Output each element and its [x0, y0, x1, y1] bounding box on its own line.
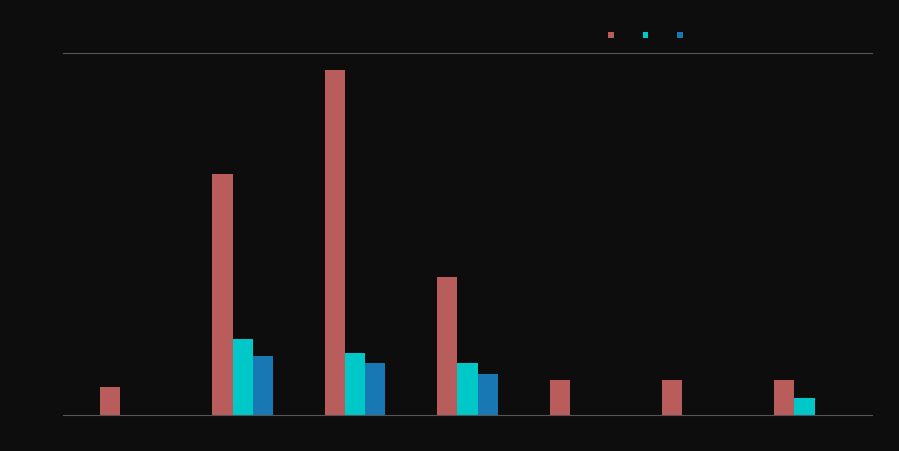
Bar [795, 398, 814, 415]
Bar [233, 339, 253, 415]
Bar [100, 387, 120, 415]
Bar [477, 374, 498, 415]
Bar [325, 71, 345, 415]
Bar [662, 381, 682, 415]
Bar [458, 364, 477, 415]
Bar [774, 381, 795, 415]
Bar [365, 364, 386, 415]
Legend: , , : , , [604, 27, 689, 46]
Bar [437, 277, 458, 415]
Bar [549, 381, 570, 415]
Bar [253, 356, 273, 415]
Bar [212, 175, 233, 415]
Bar [345, 353, 365, 415]
